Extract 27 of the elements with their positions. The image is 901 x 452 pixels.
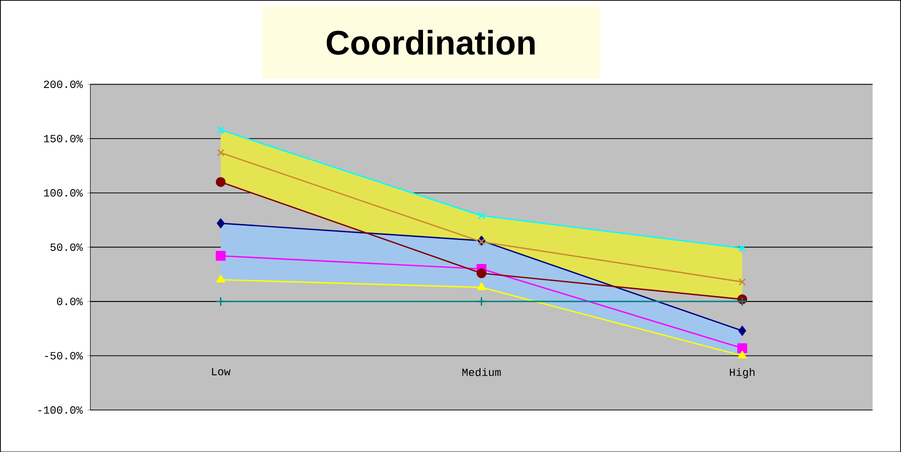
point (476, 296, 486, 306)
y-tick-label: 200.0% (44, 80, 83, 88)
x-tick-label: Medium (462, 368, 501, 376)
chart-title: Coordination (326, 30, 535, 55)
point (476, 268, 486, 278)
y-tick-label: -100.0% (38, 406, 83, 414)
point (478, 212, 486, 220)
point (738, 278, 746, 286)
y-tick-label: 0.0% (57, 298, 83, 305)
point (216, 218, 225, 228)
point (738, 244, 746, 252)
point (738, 326, 746, 336)
point (216, 274, 226, 282)
y-tick-label: -50.0% (45, 352, 83, 360)
y-tick-label: 50.0% (50, 243, 83, 251)
y-tick-label: 150.0% (44, 134, 83, 142)
point (216, 296, 226, 306)
point (216, 250, 226, 261)
point (737, 343, 748, 353)
point (738, 350, 747, 358)
point (217, 148, 224, 156)
point (216, 176, 226, 187)
x-tick-label: Low (212, 368, 230, 376)
point (477, 282, 486, 290)
y-tick-label: 100.0% (44, 188, 83, 196)
x-tick-label: High (730, 368, 754, 378)
point (217, 126, 224, 134)
